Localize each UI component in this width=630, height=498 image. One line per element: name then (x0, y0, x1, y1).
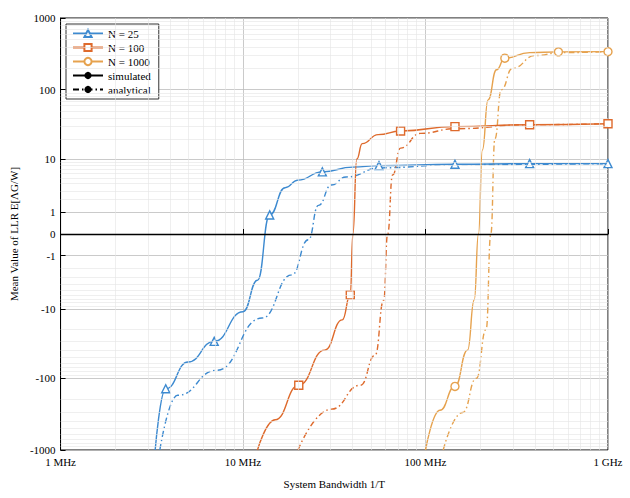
svg-text:1: 1 (50, 206, 56, 218)
svg-text:10: 10 (45, 153, 57, 165)
svg-text:-1: -1 (46, 250, 55, 262)
svg-text:simulated: simulated (108, 70, 151, 82)
svg-text:-1000: -1000 (30, 444, 56, 456)
svg-text:0: 0 (50, 228, 56, 240)
svg-text:-10: -10 (41, 303, 56, 315)
svg-text:N = 100: N = 100 (108, 41, 145, 54)
svg-text:1000: 1000 (34, 12, 57, 24)
svg-text:Mean Value of LLR E[ΛG/W]: Mean Value of LLR E[ΛG/W] (8, 167, 20, 301)
svg-text:1 GHz: 1 GHz (593, 456, 622, 468)
svg-text:-100: -100 (35, 372, 56, 384)
svg-text:10 MHz: 10 MHz (225, 456, 261, 468)
svg-text:analytical: analytical (108, 83, 151, 96)
svg-text:N = 25: N = 25 (108, 27, 139, 40)
svg-text:100 MHz: 100 MHz (405, 456, 447, 468)
svg-text:N = 1000: N = 1000 (108, 56, 150, 68)
svg-text:100: 100 (39, 84, 56, 96)
svg-text:System Bandwidth 1/T: System Bandwidth 1/T (284, 478, 386, 490)
svg-text:1 MHz: 1 MHz (45, 456, 76, 468)
